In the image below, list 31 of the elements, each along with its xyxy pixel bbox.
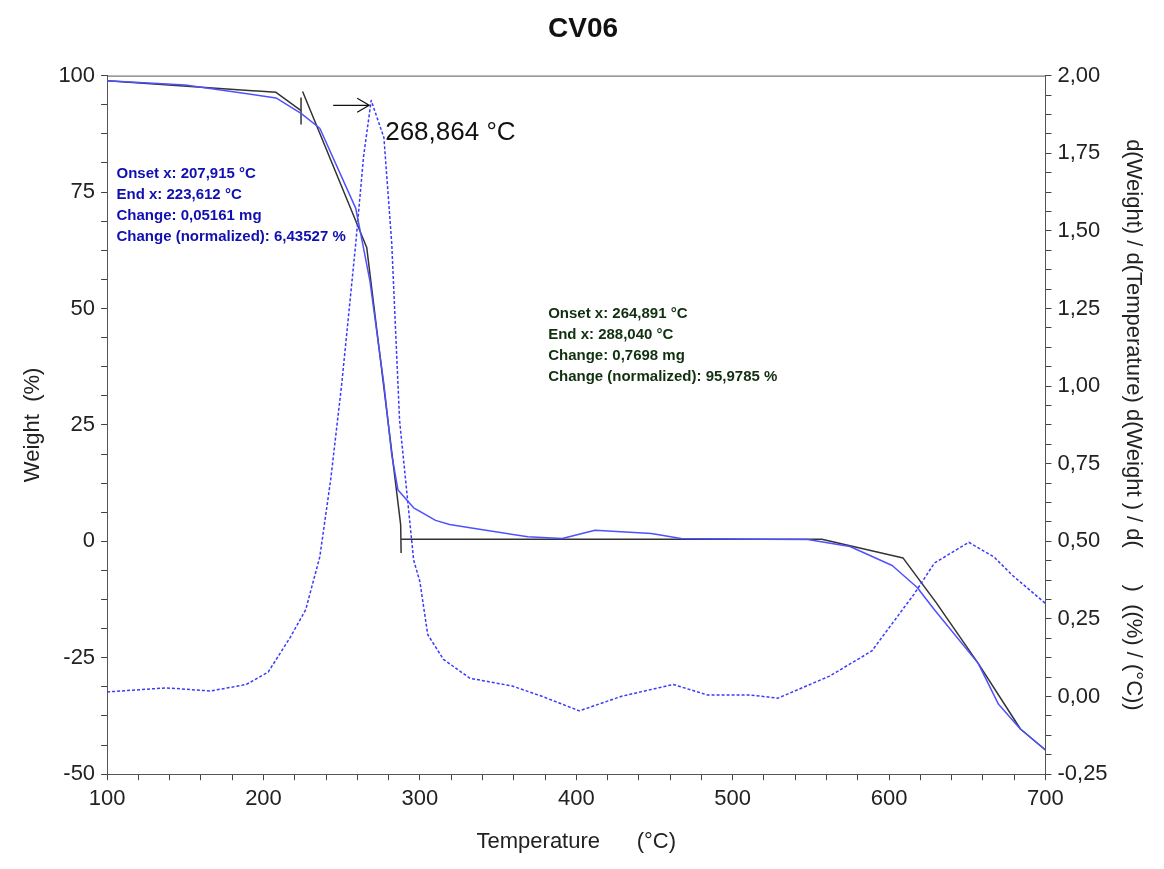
y2-tick-label: 1,50	[1057, 216, 1101, 242]
x-tick-label: 400	[557, 785, 595, 811]
y-tick-label: 50	[70, 294, 96, 320]
annotation: 268,864 °C	[385, 116, 516, 147]
x-tick-label: 600	[870, 785, 908, 811]
x-tick-label: 200	[245, 785, 282, 811]
y-tick-label: 25	[70, 410, 96, 436]
y2-tick-label: 1,00	[1057, 372, 1101, 398]
x-tick-label: 700	[1027, 785, 1064, 811]
chart-title: CV06	[547, 11, 619, 43]
y-tick-label: 75	[70, 178, 96, 204]
y-tick-label: -25	[63, 643, 96, 669]
y2-tick-label: 1,75	[1057, 139, 1101, 165]
y-tick-label: 0	[82, 527, 96, 553]
y2-tick-label: 0,75	[1057, 449, 1101, 475]
y-axis-title: Weight (%)	[19, 367, 45, 483]
y2-axis-title: d(Weight) / d(Temperature) d(Weight ) / d( ) ((%) / (°C))	[1121, 139, 1147, 711]
y2-tick-label: 0,00	[1057, 682, 1101, 708]
x-tick-label: 500	[714, 785, 752, 811]
x-axis-title: Temperature (°C)	[476, 827, 677, 853]
y2-tick-label: 1,25	[1057, 294, 1101, 320]
y-tick-label: 100	[58, 61, 96, 87]
x-tick-label: 300	[401, 785, 439, 811]
y2-tick-label: -0,25	[1057, 760, 1108, 786]
y2-tick-label: 0,50	[1057, 527, 1101, 553]
y2-tick-label: 0,25	[1057, 605, 1101, 631]
annotation: Onset x: 207,915 °C End x: 223,612 °C Change: 0,05161 mg Change (normalized): 6,43527 %	[116, 164, 346, 245]
y-tick-label: -50	[63, 760, 96, 786]
y2-tick-label: 2,00	[1057, 61, 1101, 87]
x-tick-label: 100	[88, 785, 126, 811]
annotation: Onset x: 264,891 °C End x: 288,040 °C Change: 0,7698 mg Change (normalized): 95,9785 %	[548, 303, 778, 384]
